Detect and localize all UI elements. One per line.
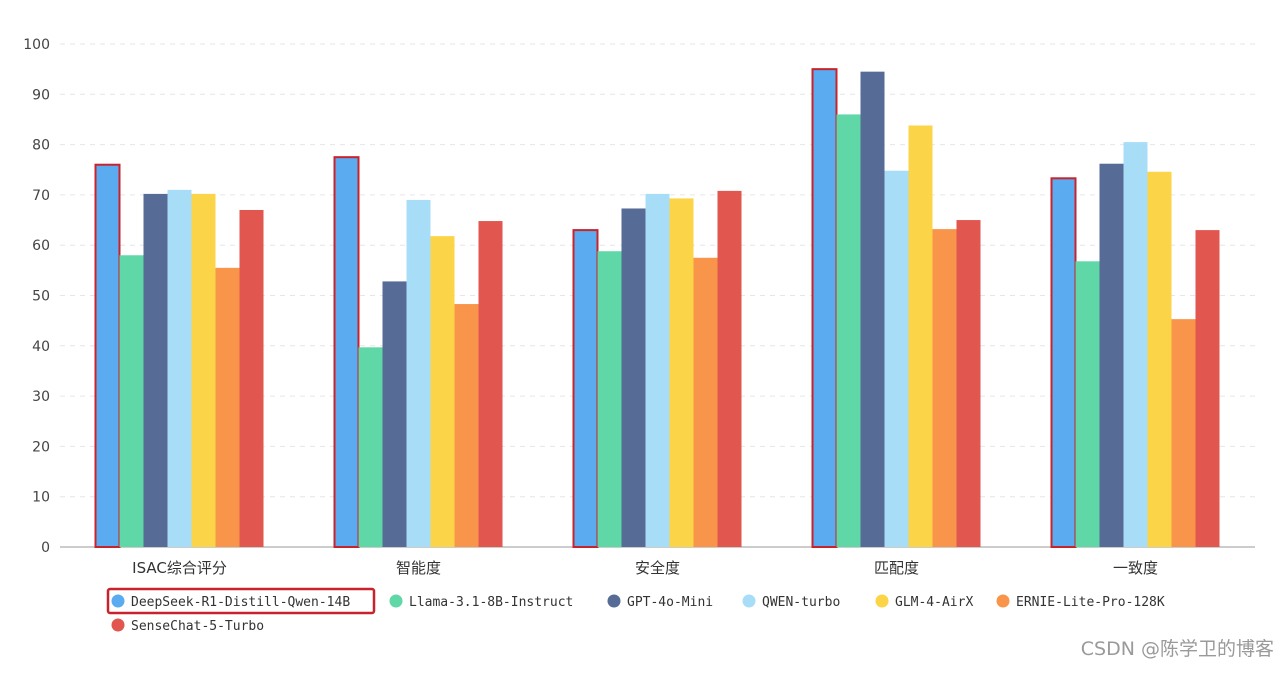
watermark-text: CSDN @陈学卫的博客 — [1081, 638, 1274, 660]
bar — [1147, 171, 1172, 547]
bar — [215, 267, 240, 547]
y-tick-label: 80 — [32, 138, 50, 154]
legend-item[interactable]: Llama-3.1-8B-Instruct — [389, 594, 574, 611]
legend-label: ERNIE-Lite-Pro-128K — [1016, 595, 1165, 610]
y-tick-label: 40 — [32, 339, 50, 355]
x-category-label: 一致度 — [1113, 559, 1158, 577]
highlight-box — [106, 587, 376, 615]
bar — [1171, 319, 1196, 547]
legend-marker — [742, 594, 756, 608]
bar — [167, 189, 192, 547]
y-tick-label: 100 — [23, 37, 50, 53]
y-tick-label: 50 — [32, 289, 50, 305]
bar — [478, 221, 503, 547]
legend-label: GLM-4-AirX — [895, 595, 973, 610]
bar — [358, 347, 383, 547]
bar — [1075, 261, 1100, 547]
bar — [693, 257, 718, 547]
bar — [94, 163, 121, 548]
legend-item[interactable]: DeepSeek-R1-Distill-Qwen-14B — [106, 587, 376, 615]
bar — [406, 199, 431, 547]
legend-label: DeepSeek-R1-Distill-Qwen-14B — [131, 595, 350, 610]
bar — [333, 156, 360, 549]
legend-marker — [111, 594, 125, 608]
legend-marker — [111, 618, 125, 632]
bar — [119, 255, 144, 547]
bar — [669, 198, 694, 547]
x-category-label: ISAC综合评分 — [132, 559, 227, 577]
bar — [382, 281, 407, 547]
y-tick-label: 20 — [32, 439, 50, 455]
legend-item[interactable]: ERNIE-Lite-Pro-128K — [996, 594, 1165, 611]
legend-label: SenseChat-5-Turbo — [131, 619, 264, 634]
legend: DeepSeek-R1-Distill-Qwen-14B Llama-3.1-8B… — [106, 587, 1165, 635]
legend-item[interactable]: GPT-4o-Mini — [607, 594, 714, 611]
bar — [143, 193, 168, 548]
bar — [454, 304, 479, 547]
x-category-label: 智能度 — [396, 559, 441, 577]
legend-item[interactable]: GLM-4-AirX — [875, 594, 974, 611]
bar — [597, 251, 622, 547]
bar — [430, 236, 455, 547]
bar — [1099, 163, 1124, 548]
y-tick-label: 0 — [41, 540, 50, 556]
y-tick-label: 10 — [32, 490, 50, 506]
y-tick-label: 60 — [32, 238, 50, 254]
bar — [1123, 142, 1148, 547]
bar — [908, 125, 933, 548]
bar — [884, 170, 909, 548]
bar — [1195, 230, 1220, 548]
y-tick-label: 30 — [32, 389, 50, 405]
legend-label: GPT-4o-Mini — [627, 595, 713, 610]
legend-marker — [875, 594, 889, 608]
y-tick-label: 70 — [32, 188, 50, 204]
bar — [1050, 177, 1077, 548]
bar — [621, 208, 646, 547]
bar — [239, 209, 264, 548]
bar — [860, 71, 885, 547]
bar — [932, 229, 957, 547]
legend-marker — [607, 594, 621, 608]
bar — [956, 220, 981, 548]
bar — [572, 229, 599, 549]
bar — [645, 193, 670, 548]
legend-label: Llama-3.1-8B-Instruct — [409, 595, 573, 610]
bar — [811, 68, 838, 549]
legend-marker — [996, 594, 1010, 608]
y-tick-label: 90 — [32, 87, 50, 103]
legend-item[interactable]: SenseChat-5-Turbo — [111, 618, 265, 635]
legend-marker — [389, 594, 403, 608]
x-category-label: 安全度 — [635, 559, 680, 577]
bar — [191, 193, 216, 548]
bar-layer — [94, 68, 1220, 549]
legend-label: QWEN-turbo — [762, 595, 840, 610]
bar — [717, 190, 742, 547]
bar — [836, 114, 861, 548]
x-category-label: 匹配度 — [874, 559, 919, 577]
legend-item[interactable]: QWEN-turbo — [742, 594, 841, 611]
